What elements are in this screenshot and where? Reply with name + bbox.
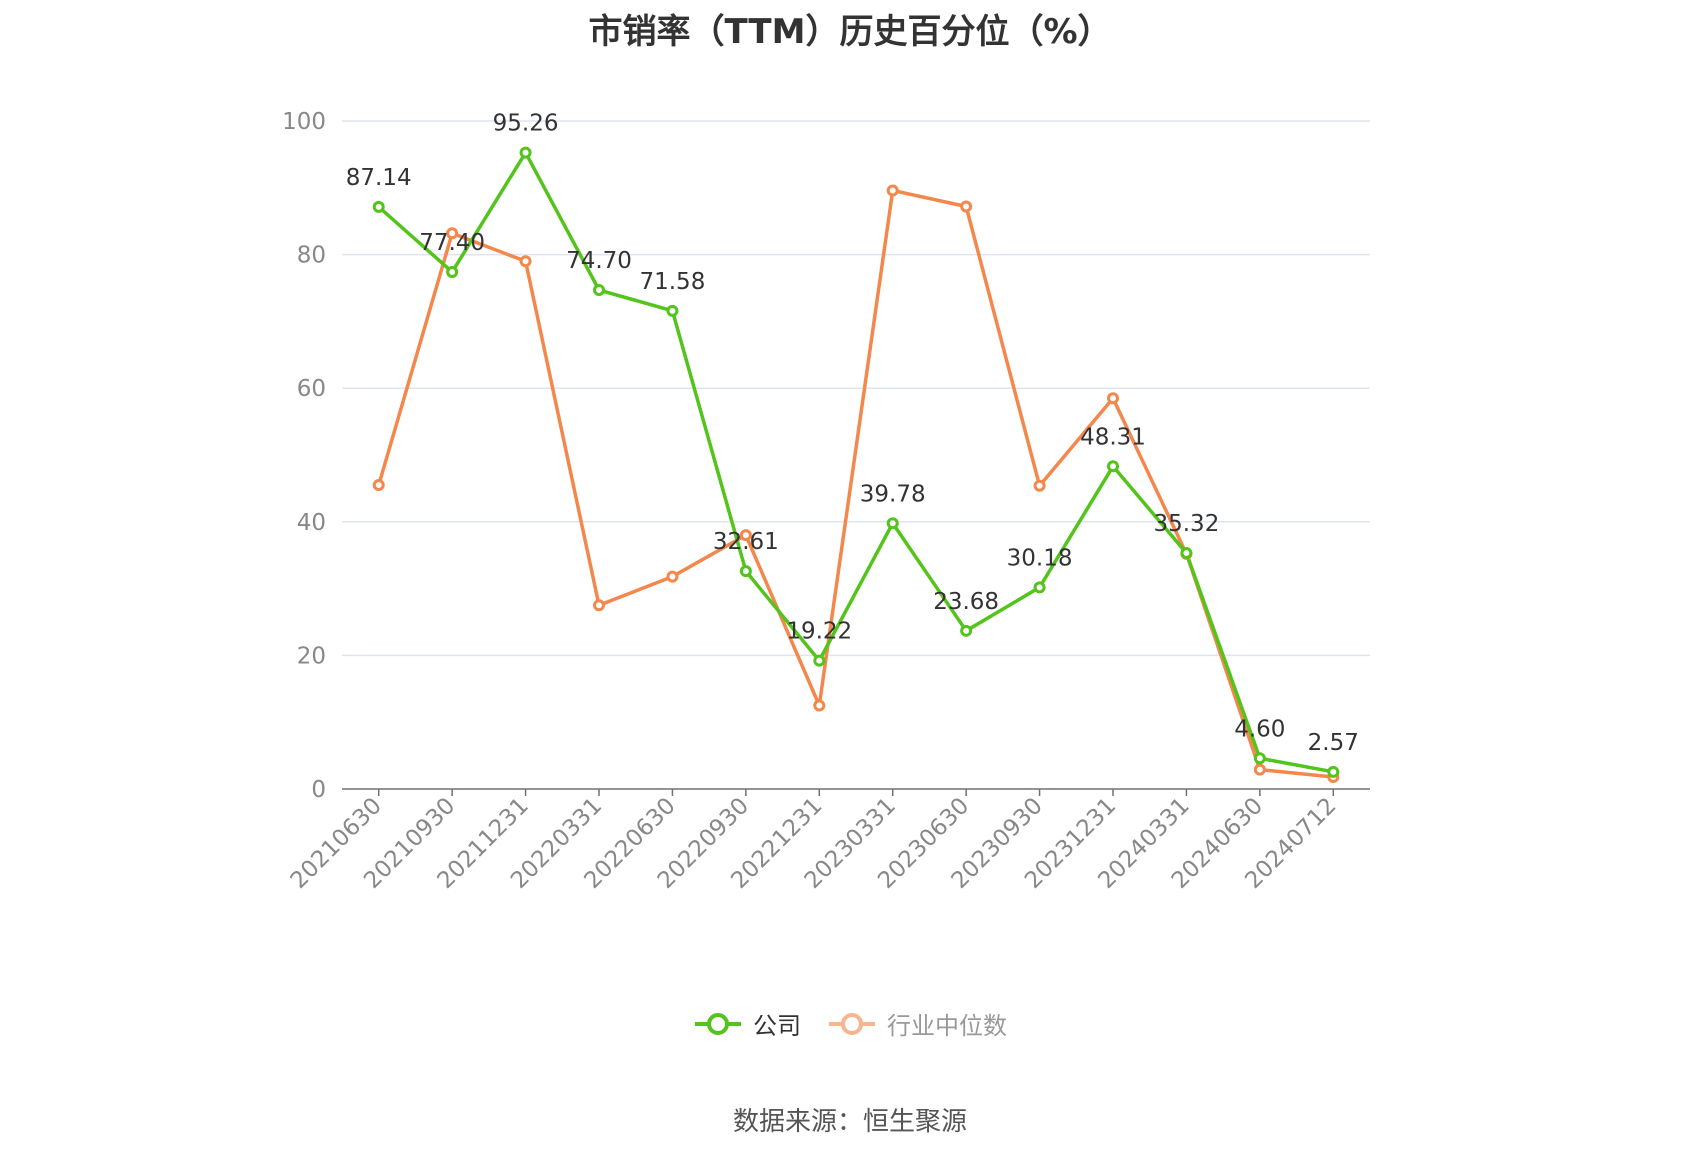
data-label: 48.31 [1080,424,1146,450]
data-point-industry-median [593,599,605,612]
data-point-company [372,200,385,213]
legend-item-industry-median[interactable]: 行业中位数 [827,1006,1007,1041]
series-line-company [377,150,1334,774]
data-point-company [886,517,899,530]
data-point-industry-median [1253,763,1266,776]
legend-swatch-industry-median [829,1012,875,1035]
data-label: 19.22 [786,619,852,645]
legend-label-industry-median: 行业中位数 [887,1012,1007,1040]
data-point-industry-median [666,570,679,583]
data-point-company [960,624,973,637]
legend: 公司 行业中位数 [0,1006,1700,1041]
data-point-industry-median [813,699,826,712]
data-point-company [739,565,752,578]
data-point-industry-median [1033,479,1046,492]
data-label: 95.26 [493,111,559,137]
y-tick-label: 0 [311,777,326,803]
data-point-company [446,265,459,278]
y-tick-label: 20 [297,643,326,669]
data-point-company [1327,765,1340,778]
legend-item-company[interactable]: 公司 [693,1006,801,1041]
data-point-company [1253,752,1266,765]
series-line-industry-median [377,188,1334,779]
y-tick-label: 80 [297,243,326,269]
data-label: 74.70 [566,248,632,274]
y-tick-label: 100 [282,109,326,135]
data-point-industry-median [446,227,459,240]
data-point-company [1033,581,1046,594]
data-point-industry-median [886,184,899,197]
data-point-company [519,146,532,159]
data-point-industry-median [1107,392,1119,405]
data-point-industry-median [739,529,752,542]
y-tick-label: 40 [297,510,326,536]
data-point-company [813,654,826,667]
data-label: 2.57 [1308,730,1359,756]
data-point-industry-median [372,479,385,492]
data-label: 39.78 [860,481,926,507]
data-source: 数据来源：恒生聚源 [732,1107,967,1137]
data-label: 35.32 [1153,511,1219,537]
data-label: 71.58 [639,269,705,295]
data-point-company [593,284,605,297]
legend-swatch-company [695,1012,741,1035]
legend-label-company: 公司 [753,1012,801,1040]
data-point-company [666,304,679,317]
data-point-company [1107,460,1119,473]
data-point-company [1180,547,1193,560]
data-label: 77.40 [419,230,485,256]
data-label: 30.18 [1007,545,1073,571]
data-label: 87.14 [346,165,412,191]
data-label: 4.60 [1234,716,1285,742]
y-tick-label: 60 [297,376,326,402]
chart-title: 市销率（TTM）历史百分位（%） [588,12,1112,52]
data-point-industry-median [519,255,532,268]
data-label: 23.68 [933,589,999,615]
data-point-industry-median [960,200,973,213]
data-label: 32.61 [713,529,779,555]
